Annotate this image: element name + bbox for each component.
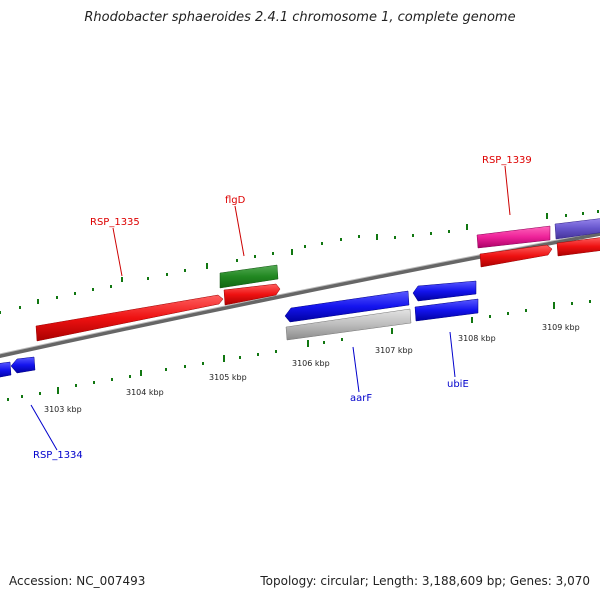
map-title: Rhodobacter sphaeroides 2.4.1 chromosome… [84,10,516,25]
accession-text: Accession: NC_007493 [9,574,146,588]
label-leaders [30,165,511,451]
tick-label-3104: 3104 kbp [126,388,164,397]
gene-label-rsp-1335[interactable]: RSP_1335 [90,217,140,228]
gene-label-aarf[interactable]: aarF [350,393,372,404]
gene-arrow-aarf-gray[interactable] [285,308,412,341]
leader-ubie [449,331,456,378]
tick-label-3103: 3103 kbp [44,405,82,414]
gene-label-rsp-1334[interactable]: RSP_1334 [33,450,83,461]
gene-label-ubie[interactable]: ubiE [447,379,469,390]
gene-arrow-flgd[interactable] [219,264,279,289]
gene-label-rsp-1339[interactable]: RSP_1339 [482,155,532,166]
tick-label-3107: 3107 kbp [375,346,413,355]
gene-arrow-ubie[interactable] [414,298,479,322]
leader-rsp-1334 [30,404,58,451]
gene-arrow-aarf[interactable] [284,290,410,323]
leader-rsp-1335 [112,227,123,277]
gene-arrow-left-edge[interactable] [0,361,12,378]
tick-label-3109: 3109 kbp [542,323,580,332]
gene-label-flgd[interactable]: flgD [225,195,246,206]
chromosome-backbone-highlight [0,231,600,355]
gene-arrow-ubie-upper[interactable] [412,280,477,302]
inner-tick-row [7,300,591,401]
gene-arrow-rsp-1339-lower[interactable] [479,244,553,268]
tick-label-3106: 3106 kbp [292,359,330,368]
gene-arrow-rsp-1334[interactable] [10,356,36,374]
outer-tick-row [0,210,599,314]
gene-arrow-right-edge[interactable] [556,237,600,257]
gene-arrow-rsp-1339[interactable] [476,225,551,249]
leader-flgd [234,205,245,257]
gene-arrow-rsp-1335[interactable] [35,294,224,342]
tick-label-3105: 3105 kbp [209,373,247,382]
genome-summary-text: Topology: circular; Length: 3,188,609 bp… [260,574,590,588]
tick-label-3108: 3108 kbp [458,334,496,343]
leader-rsp-1339 [504,165,511,216]
gene-arrow-flgd-adjacent[interactable] [223,283,281,306]
leader-aarf [352,346,360,393]
gene-arrow-purple[interactable] [554,218,600,240]
